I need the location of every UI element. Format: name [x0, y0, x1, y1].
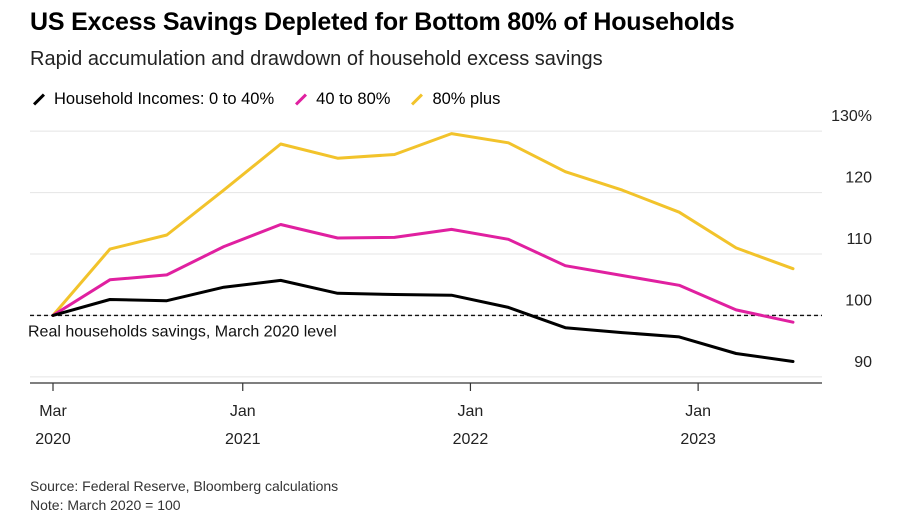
y-tick-label-110: 110 [846, 231, 872, 248]
footnote: Note: March 2020 = 100 [30, 497, 181, 513]
y-tick-label-100: 100 [845, 292, 872, 309]
legend-item-0-40: Household Incomes: 0 to 40% [30, 90, 274, 109]
chart-subtitle: Rapid accumulation and drawdown of house… [30, 48, 603, 70]
x-tick-label-2021-01-month: Jan [230, 403, 256, 420]
source-note: Source: Federal Reserve, Bloomberg calcu… [30, 478, 339, 494]
y-tick-label-90: 90 [854, 354, 872, 371]
x-tick-label-2023-01-month: Jan [685, 403, 711, 420]
legend-label-80-plus: 80% plus [432, 89, 501, 108]
legend-item-40-80: 40 to 80% [292, 90, 390, 109]
chart-legend: Household Incomes: 0 to 40% 40 to 80% 80… [30, 88, 518, 110]
x-tick-label-2022-01-month: Jan [458, 403, 484, 420]
y-tick-label-130: 130% [831, 108, 872, 125]
x-tick-label-2021-01-year: 2021 [225, 431, 261, 448]
chart-title: US Excess Savings Depleted for Bottom 80… [30, 8, 735, 36]
legend-label-40-80: 40 to 80% [316, 89, 391, 108]
legend-label-0-40: Household Incomes: 0 to 40% [54, 89, 275, 108]
series-line-0-40 [51, 278, 795, 363]
series-line-80-plus [51, 132, 795, 317]
x-tick-label-2022-01-year: 2022 [453, 431, 489, 448]
reference-line-label: Real households savings, March 2020 leve… [28, 323, 337, 340]
y-tick-label-120: 120 [845, 170, 872, 187]
x-tick-label-2020-03-year: 2020 [35, 431, 71, 448]
x-tick-label-2020-03-month: Mar [39, 403, 67, 420]
legend-item-80-plus: 80% plus [408, 90, 500, 109]
series-line-40-80 [51, 223, 795, 324]
x-tick-label-2023-01-year: 2023 [680, 431, 716, 448]
